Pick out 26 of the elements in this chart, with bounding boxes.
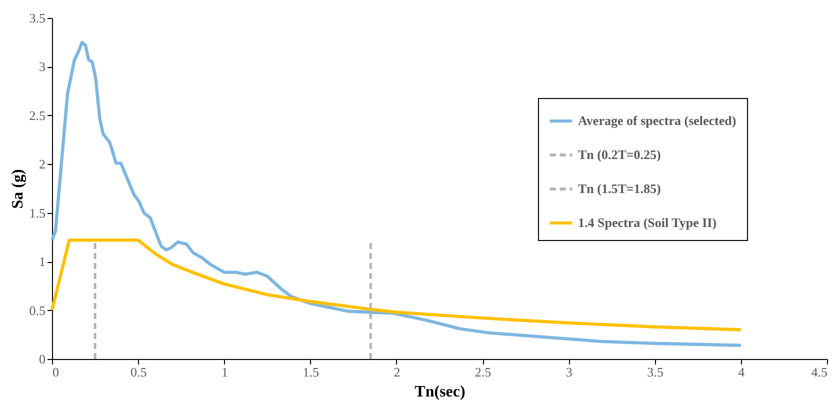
x-tick-label: 3.5 [647,364,664,380]
legend-label: Tn (1.5T=1.85) [578,181,661,196]
x-tick-label: 2.5 [474,364,492,380]
y-tick-label: 3 [39,59,46,74]
y-tick-label: 1.5 [29,205,46,220]
x-axis-title: Tn(sec) [414,384,466,400]
x-tick-label: 1.5 [302,364,319,380]
x-tick-label: 1 [221,364,228,380]
y-axis-title: Sa (g) [9,169,26,209]
legend-label: Tn (0.2T=0.25) [578,147,661,162]
legend-label: 1.4 Spectra (Soil Type II) [578,215,717,230]
x-tick-label: 4 [738,364,746,380]
x-tick-label: 4.5 [811,364,828,380]
x-tick-label: 2 [394,364,400,380]
y-tick-label: 3.5 [29,10,46,26]
x-tick-label: 0 [52,364,59,380]
line-series [50,40,742,347]
legend-label: Average of spectra (selected) [578,113,736,128]
y-tick-label: 2.5 [29,108,46,123]
x-tick-label: 0.5 [130,364,147,380]
line-series [50,238,742,332]
y-tick-label: 2 [39,156,46,172]
y-tick-label: 0.5 [29,302,46,318]
x-tick-label: 3 [566,364,572,380]
y-tick-label: 1 [39,254,46,270]
y-tick-label: 0 [39,352,46,366]
